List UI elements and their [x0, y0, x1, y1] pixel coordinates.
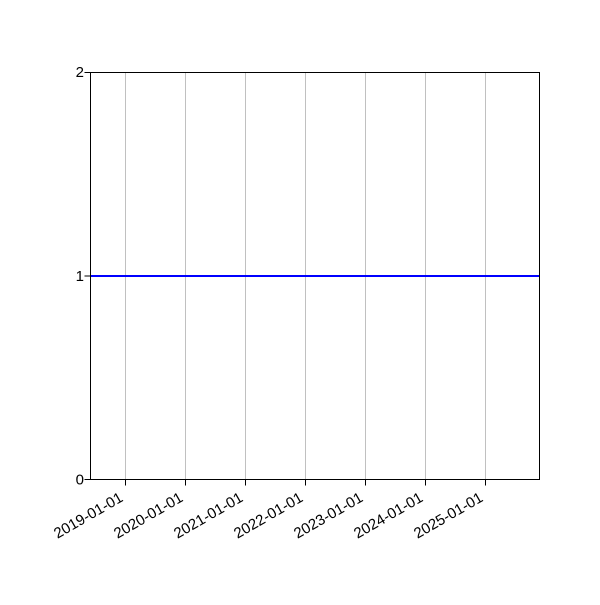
svg-text:2: 2 — [76, 64, 84, 81]
svg-text:0: 0 — [76, 472, 84, 489]
svg-text:1: 1 — [76, 268, 84, 285]
svg-text:2025-01-01: 2025-01-01 — [411, 489, 486, 542]
